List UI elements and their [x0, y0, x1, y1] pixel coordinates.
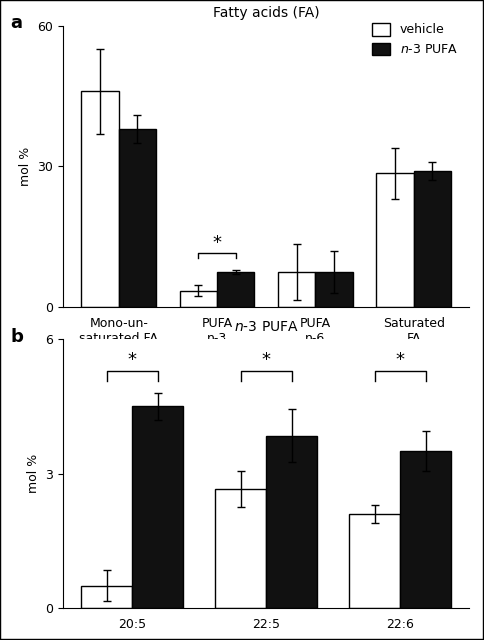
- Y-axis label: mol %: mol %: [27, 454, 40, 493]
- Bar: [119, 129, 156, 307]
- Bar: [215, 490, 266, 608]
- Bar: [81, 586, 132, 608]
- Text: a: a: [10, 14, 22, 33]
- Bar: [316, 272, 353, 307]
- Text: *: *: [212, 234, 222, 252]
- Bar: [217, 272, 255, 307]
- Text: *: *: [395, 351, 405, 369]
- Bar: [180, 291, 217, 307]
- Legend: vehicle, $\it{n}$-3 PUFA: vehicle, $\it{n}$-3 PUFA: [367, 18, 463, 61]
- Bar: [278, 272, 316, 307]
- Bar: [266, 436, 317, 608]
- Bar: [349, 514, 400, 608]
- Text: b: b: [10, 328, 23, 346]
- Text: *: *: [262, 351, 271, 369]
- Bar: [132, 406, 183, 608]
- Bar: [376, 173, 414, 307]
- Title: $\it{n}$-3 PUFA: $\it{n}$-3 PUFA: [234, 320, 299, 334]
- Title: Fatty acids (FA): Fatty acids (FA): [213, 6, 319, 20]
- Bar: [400, 451, 451, 608]
- Bar: [81, 92, 119, 307]
- Text: *: *: [128, 351, 137, 369]
- Bar: [414, 171, 451, 307]
- Y-axis label: mol %: mol %: [19, 147, 32, 186]
